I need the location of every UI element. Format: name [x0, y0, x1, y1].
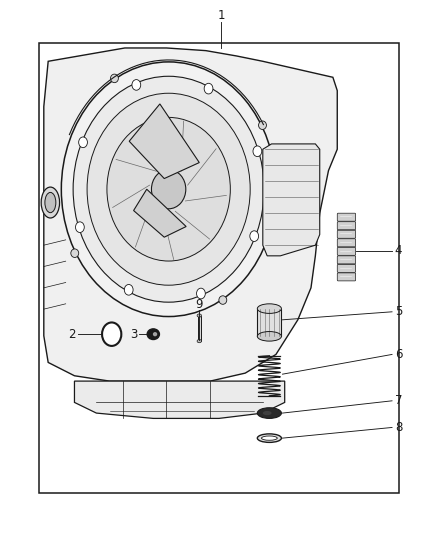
Circle shape [253, 146, 262, 157]
Text: 7: 7 [395, 394, 403, 407]
Ellipse shape [61, 62, 276, 317]
Polygon shape [44, 48, 337, 381]
Ellipse shape [197, 340, 201, 343]
Circle shape [204, 83, 213, 94]
Ellipse shape [110, 74, 118, 83]
Ellipse shape [263, 411, 272, 415]
Bar [198, 316, 201, 341]
FancyBboxPatch shape [337, 273, 356, 281]
Ellipse shape [219, 296, 227, 304]
Ellipse shape [257, 304, 281, 313]
Ellipse shape [45, 192, 56, 213]
Circle shape [106, 328, 117, 341]
Ellipse shape [258, 121, 266, 130]
Polygon shape [134, 189, 186, 237]
FancyBboxPatch shape [337, 230, 356, 238]
Ellipse shape [87, 93, 250, 285]
FancyBboxPatch shape [337, 264, 356, 272]
Ellipse shape [41, 187, 60, 218]
Text: 9: 9 [195, 298, 203, 311]
Circle shape [197, 288, 205, 299]
Ellipse shape [107, 117, 230, 261]
Ellipse shape [147, 329, 159, 340]
Ellipse shape [152, 169, 186, 209]
Ellipse shape [257, 332, 281, 341]
Circle shape [124, 285, 133, 295]
Text: 4: 4 [395, 244, 403, 257]
Ellipse shape [257, 408, 281, 418]
Text: 6: 6 [395, 348, 403, 361]
Ellipse shape [257, 434, 281, 442]
Text: 3: 3 [130, 328, 137, 341]
Polygon shape [263, 144, 320, 256]
Ellipse shape [153, 332, 157, 336]
Polygon shape [74, 381, 285, 418]
Circle shape [102, 322, 121, 346]
Text: 1: 1 [217, 10, 225, 22]
Text: 8: 8 [395, 421, 402, 434]
FancyBboxPatch shape [337, 239, 356, 247]
Ellipse shape [261, 436, 277, 440]
FancyBboxPatch shape [337, 222, 356, 230]
Ellipse shape [73, 76, 264, 302]
FancyBboxPatch shape [337, 256, 356, 264]
Bar [257, 309, 281, 336]
Polygon shape [129, 104, 199, 179]
Ellipse shape [71, 249, 79, 257]
Bar [39, 43, 399, 493]
Text: 5: 5 [395, 305, 402, 318]
Circle shape [75, 222, 84, 232]
Ellipse shape [197, 314, 201, 317]
Text: 2: 2 [68, 328, 76, 341]
FancyBboxPatch shape [337, 213, 356, 221]
Circle shape [250, 231, 258, 241]
FancyBboxPatch shape [337, 247, 356, 255]
Circle shape [79, 137, 88, 148]
Circle shape [132, 79, 141, 90]
